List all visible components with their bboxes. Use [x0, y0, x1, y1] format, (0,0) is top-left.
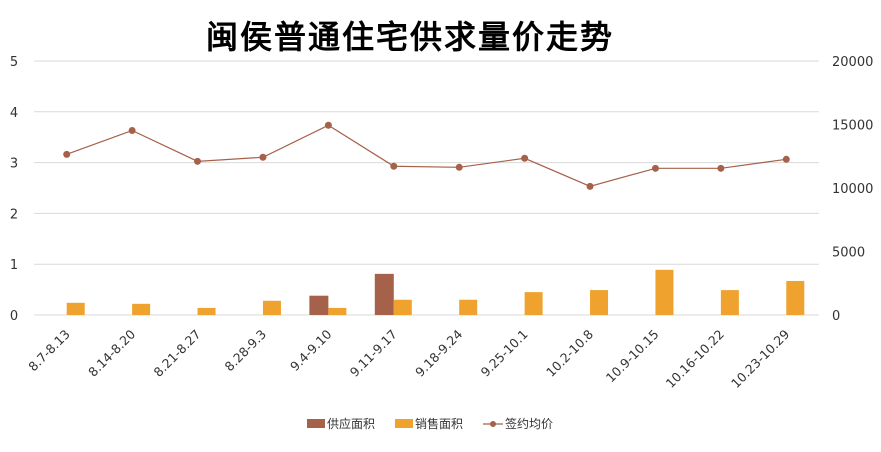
- bar-sales-area: [524, 292, 543, 315]
- point-avg-price: [717, 164, 725, 172]
- x-axis-tick: 10.16-10.22: [663, 327, 727, 391]
- left-axis-tick: 4: [10, 106, 18, 121]
- x-axis-tick: 10.9-10.15: [603, 327, 662, 386]
- point-avg-price: [128, 126, 136, 134]
- left-axis-tick: 1: [10, 258, 18, 273]
- bar-supply-area: [309, 295, 329, 315]
- x-axis-tick: 10.2-10.8: [543, 326, 596, 379]
- x-axis-tick: 10.23-10.29: [728, 326, 792, 390]
- point-avg-price: [782, 155, 790, 163]
- point-avg-price: [259, 153, 267, 161]
- left-axis-tick: 3: [10, 157, 18, 172]
- line-avg-price: [66, 124, 787, 187]
- bar-supply-area: [374, 273, 394, 315]
- bar-sales-area: [328, 307, 347, 315]
- bar-sales-area: [786, 280, 805, 315]
- x-axis-tick: 9.18-9.24: [412, 326, 465, 379]
- bar-sales-area: [459, 299, 478, 315]
- legend-swatch-supply: [307, 419, 325, 428]
- x-axis-tick: 8.7-8.13: [25, 327, 73, 375]
- bar-sales-area: [66, 302, 85, 315]
- x-axis-tick: 9.25-10.1: [478, 327, 531, 380]
- bar-sales-area: [590, 290, 609, 315]
- left-axis-tick: 5: [10, 55, 18, 70]
- point-avg-price: [455, 163, 463, 171]
- right-axis-tick: 20000: [832, 55, 873, 70]
- left-axis-tick: 0: [10, 309, 18, 324]
- bar-sales-area: [720, 290, 739, 315]
- legend-label-supply: 供应面积: [327, 416, 375, 431]
- left-axis-tick: 2: [10, 207, 18, 222]
- x-axis-tick: 8.28-9.3: [222, 327, 270, 375]
- legend-marker-price: [490, 421, 496, 427]
- chart-title: 闽侯普通住宅供求量价走势: [205, 18, 614, 56]
- bar-sales-area: [132, 303, 151, 315]
- bar-sales-area: [655, 269, 674, 315]
- right-axis-tick: 15000: [832, 119, 873, 134]
- x-axis-tick: 8.21-8.27: [150, 327, 203, 380]
- point-avg-price: [194, 157, 202, 165]
- point-avg-price: [586, 182, 594, 190]
- legend-label-price: 签约均价: [505, 416, 553, 431]
- right-axis-tick: 5000: [832, 246, 865, 261]
- bar-sales-area: [262, 300, 281, 315]
- point-avg-price: [651, 164, 659, 172]
- legend-swatch-sales: [395, 419, 413, 428]
- right-axis-tick: 10000: [832, 182, 873, 197]
- point-avg-price: [63, 150, 71, 158]
- point-avg-price: [521, 154, 529, 162]
- x-axis-tick: 9.4-9.10: [287, 326, 335, 374]
- bar-sales-area: [197, 307, 216, 315]
- point-avg-price: [324, 121, 332, 129]
- point-avg-price: [390, 162, 398, 170]
- right-axis-tick: 0: [832, 309, 840, 324]
- legend-label-sales: 销售面积: [415, 416, 463, 431]
- x-axis-tick: 8.14-8.20: [85, 326, 138, 379]
- x-axis-tick: 9.11-9.17: [347, 327, 400, 380]
- bar-sales-area: [393, 299, 412, 315]
